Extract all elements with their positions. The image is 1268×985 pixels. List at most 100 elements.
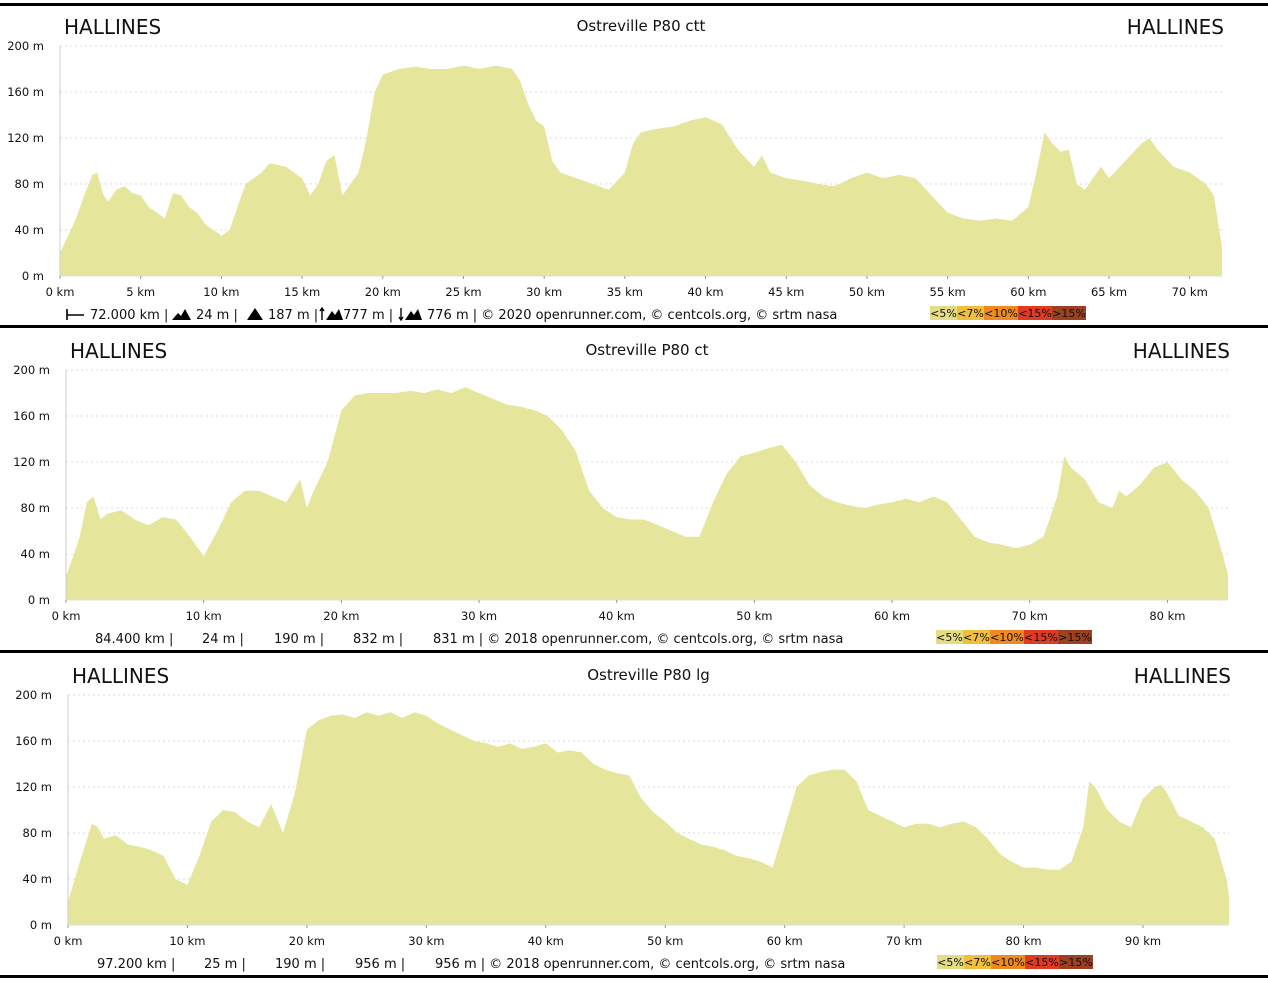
- y-tick-label: 0 m: [28, 593, 50, 607]
- route-stat: 956 m | © 2018 openrunner.com, © centcol…: [435, 957, 845, 972]
- legend-swatch: [1058, 630, 1092, 644]
- legend-swatch: [1018, 306, 1052, 320]
- legend-swatch: [964, 955, 991, 969]
- legend-label: <10%: [990, 631, 1024, 644]
- route-stat: 956 m |: [355, 957, 405, 972]
- legend-swatch: [963, 630, 990, 644]
- descent-icon: [398, 308, 404, 322]
- ascent-icon: [326, 309, 343, 320]
- elevation-area: [68, 712, 1229, 925]
- x-tick-label: 50 km: [849, 285, 885, 299]
- x-tick-label: 40 km: [687, 285, 723, 299]
- route-stat: 25 m |: [204, 957, 246, 972]
- y-tick-label: 160 m: [13, 409, 50, 423]
- y-tick-label: 200 m: [7, 39, 44, 53]
- start-label: HALLINES: [64, 15, 161, 39]
- legend-label: <5%: [930, 307, 957, 320]
- legend-swatch: [930, 306, 957, 320]
- legend-swatch: [957, 306, 984, 320]
- y-tick-label: 120 m: [15, 780, 52, 794]
- x-tick-label: 40 km: [528, 934, 564, 948]
- profile-panel: HALLINES HALLINES Ostreville P80 lg 0 m 40 m…: [15, 664, 1231, 972]
- y-tick-label: 40 m: [15, 223, 45, 237]
- legend-swatch: [991, 955, 1025, 969]
- profile-panel: HALLINES HALLINES Ostreville P80 ctt 0 m 40 …: [7, 15, 1224, 323]
- legend-label: <10%: [991, 956, 1025, 969]
- end-label: HALLINES: [1133, 339, 1230, 363]
- legend-swatch: [1025, 955, 1059, 969]
- end-label: HALLINES: [1134, 664, 1231, 688]
- x-tick-label: 0 km: [54, 934, 83, 948]
- y-tick-label: 80 m: [21, 501, 51, 515]
- start-label: HALLINES: [70, 339, 167, 363]
- x-tick-label: 10 km: [203, 285, 239, 299]
- start-label: HALLINES: [72, 664, 169, 688]
- x-tick-label: 50 km: [736, 609, 772, 623]
- x-tick-label: 60 km: [767, 934, 803, 948]
- y-tick-label: 160 m: [7, 85, 44, 99]
- y-tick-label: 0 m: [22, 269, 44, 283]
- x-tick-label: 70 km: [886, 934, 922, 948]
- route-stat: 832 m |: [353, 632, 403, 647]
- separator: [0, 975, 1268, 978]
- y-tick-label: 80 m: [23, 826, 53, 840]
- x-tick-label: 20 km: [289, 934, 325, 948]
- route-stat: 831 m | © 2018 openrunner.com, © centcol…: [433, 632, 843, 647]
- x-tick-label: 10 km: [186, 609, 222, 623]
- x-tick-label: 80 km: [1149, 609, 1185, 623]
- legend-label: <5%: [937, 956, 964, 969]
- legend-swatch: [984, 306, 1018, 320]
- chart-title: Ostreville P80 ctt: [577, 17, 706, 35]
- x-tick-label: 20 km: [323, 609, 359, 623]
- legend-label: <15%: [1025, 956, 1059, 969]
- legend-swatch: [937, 955, 964, 969]
- legend-swatch: [1024, 630, 1058, 644]
- x-tick-label: 0 km: [52, 609, 81, 623]
- legend-label: <10%: [984, 307, 1018, 320]
- y-tick-label: 120 m: [13, 455, 50, 469]
- x-tick-label: 60 km: [874, 609, 910, 623]
- legend-label: <7%: [963, 631, 990, 644]
- x-tick-label: 65 km: [1091, 285, 1127, 299]
- route-stat: 190 m |: [274, 632, 324, 647]
- elevation-area: [60, 65, 1222, 276]
- route-stat: 97.200 km |: [97, 957, 175, 972]
- legend-label: <7%: [957, 307, 984, 320]
- x-tick-label: 70 km: [1012, 609, 1048, 623]
- legend-swatch: [1059, 955, 1093, 969]
- separator: [0, 325, 1268, 328]
- y-tick-label: 80 m: [15, 177, 45, 191]
- separator: [0, 650, 1268, 653]
- x-tick-label: 60 km: [1010, 285, 1046, 299]
- legend-label: <5%: [936, 631, 963, 644]
- x-tick-label: 80 km: [1005, 934, 1041, 948]
- y-tick-label: 160 m: [15, 734, 52, 748]
- x-tick-label: 5 km: [126, 285, 155, 299]
- stat-icons: [66, 306, 422, 322]
- chart-title: Ostreville P80 ct: [586, 341, 709, 359]
- x-tick-label: 20 km: [365, 285, 401, 299]
- max-alt-icon: [247, 308, 263, 320]
- route-stat: 776 m | © 2020 openrunner.com, © centcol…: [427, 308, 837, 323]
- legend-label: >15%: [1059, 956, 1093, 969]
- y-tick-label: 40 m: [23, 872, 53, 886]
- y-tick-label: 0 m: [30, 918, 52, 932]
- y-tick-label: 120 m: [7, 131, 44, 145]
- route-stat: 187 m |: [268, 308, 318, 323]
- x-tick-label: 25 km: [445, 285, 481, 299]
- legend-label: <15%: [1018, 307, 1052, 320]
- x-tick-label: 50 km: [647, 934, 683, 948]
- x-tick-label: 10 km: [169, 934, 205, 948]
- x-tick-label: 35 km: [607, 285, 643, 299]
- chart-title: Ostreville P80 lg: [587, 666, 710, 684]
- y-tick-label: 200 m: [15, 688, 52, 702]
- legend-label: >15%: [1052, 307, 1086, 320]
- legend-label: <7%: [964, 956, 991, 969]
- legend-swatch: [936, 630, 963, 644]
- separator: [0, 3, 1268, 6]
- legend-label: >15%: [1058, 631, 1092, 644]
- distance-icon: [66, 309, 84, 320]
- route-stat: 190 m |: [275, 957, 325, 972]
